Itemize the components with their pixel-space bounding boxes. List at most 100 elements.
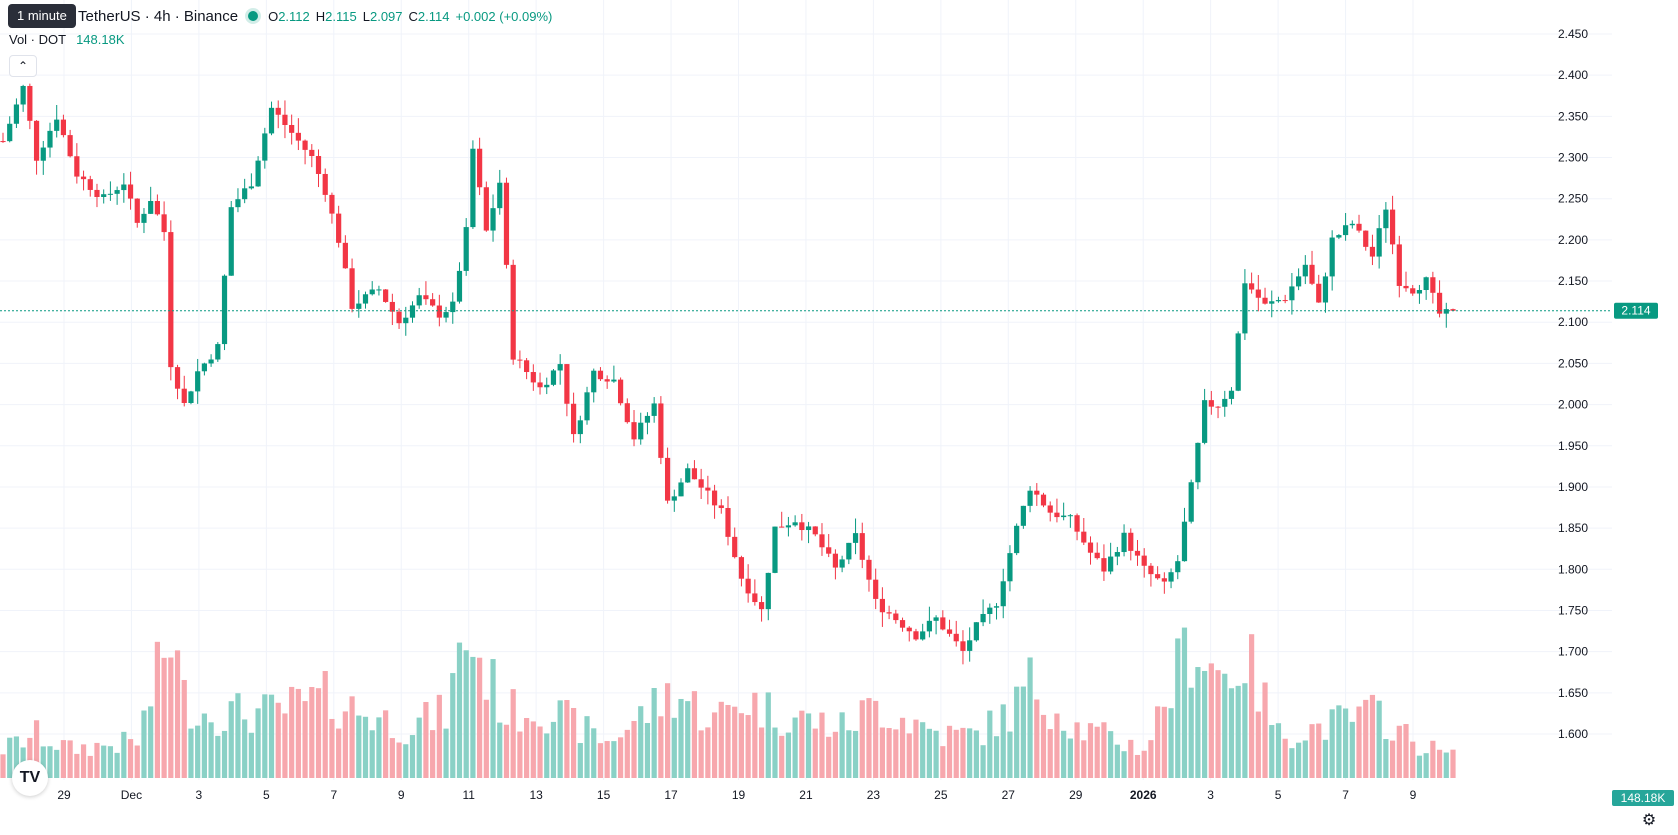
volume-bar <box>195 725 201 778</box>
candle <box>819 523 825 556</box>
volume-bar <box>920 722 926 778</box>
open-label: O <box>268 8 279 24</box>
price-candles <box>0 83 1456 665</box>
volume-bar <box>1249 634 1255 778</box>
volume-legend-label[interactable]: Vol · DOT <box>9 32 67 47</box>
time-tick-label: 7 <box>330 788 337 802</box>
candle-body <box>121 184 127 191</box>
candle <box>530 364 536 391</box>
candle <box>201 362 207 376</box>
candle-body <box>94 189 100 197</box>
volume-bar <box>1296 742 1302 778</box>
candle <box>1061 502 1067 521</box>
volume-bar <box>926 728 932 778</box>
volume-bar <box>1269 725 1275 778</box>
volume-bar <box>571 707 577 778</box>
candle <box>369 281 375 296</box>
candle-body <box>497 182 503 209</box>
collapse-legend-button[interactable]: ⌃ <box>9 55 37 77</box>
candle-body <box>1416 290 1423 294</box>
price-tick-label: 2.200 <box>1558 233 1588 247</box>
candle <box>973 622 979 642</box>
candle <box>1296 268 1302 291</box>
volume-bar <box>973 730 979 778</box>
volume-bar <box>1108 731 1114 778</box>
volume-bar <box>859 700 865 778</box>
open-value: 2.112 <box>278 8 310 24</box>
live-dot-icon <box>248 11 259 21</box>
candle <box>1027 486 1033 513</box>
candle-body <box>530 372 536 383</box>
candle <box>94 183 100 208</box>
candle-body <box>456 270 463 302</box>
volume-bar <box>537 726 543 778</box>
gear-icon[interactable]: ⚙ <box>1641 812 1657 829</box>
price-axis[interactable]: 2.450 2.400 2.350 2.300 2.250 2.200 2.150 2.100… <box>1558 27 1588 741</box>
candle-body <box>544 384 550 388</box>
volume-bar <box>967 728 973 778</box>
volume-bar <box>617 737 624 778</box>
volume-bar <box>1275 723 1282 778</box>
volume-bar <box>134 745 140 778</box>
volume-bar <box>933 730 939 778</box>
last-price-label: 2.114 <box>1621 304 1650 318</box>
candle <box>121 173 127 203</box>
candle <box>477 137 483 196</box>
candle <box>1054 498 1060 523</box>
tradingview-logo-icon[interactable]: TV <box>12 760 48 796</box>
candle <box>832 549 839 580</box>
time-tick-label: 15 <box>597 788 611 802</box>
volume-bar <box>262 694 268 778</box>
candle-body <box>416 295 422 306</box>
volume-bar <box>530 721 536 778</box>
candle-body <box>208 359 214 364</box>
candle <box>1235 331 1241 392</box>
candle <box>389 293 395 326</box>
candle-body <box>255 160 261 187</box>
low-label: L <box>362 8 370 24</box>
candle <box>758 596 765 622</box>
candle <box>772 526 778 574</box>
candle <box>792 515 798 527</box>
volume-bar <box>1121 751 1127 778</box>
candle <box>1249 272 1255 294</box>
candle <box>0 132 6 143</box>
candle-body <box>711 490 718 506</box>
time-axis[interactable]: 29 Dec 3 5 7 9 11 13 15 17 19 21 23 25 27 29 2026 3 5 7 9 <box>57 788 1416 802</box>
candle <box>624 398 630 424</box>
candle-body <box>772 526 778 573</box>
volume-bar <box>121 731 127 778</box>
volume-bar <box>1329 709 1335 778</box>
volume-bar <box>631 720 637 778</box>
volume-bar <box>376 717 382 778</box>
candle-body <box>799 522 805 531</box>
last-price-badge: 2.114 <box>1614 302 1658 319</box>
candle-body <box>1450 309 1456 311</box>
candle-body <box>1269 301 1275 304</box>
candle-body <box>148 201 154 214</box>
volume-bar <box>1168 708 1174 778</box>
candle <box>235 188 241 213</box>
volume-bar <box>1383 739 1389 778</box>
candle <box>349 258 355 313</box>
volume-bar <box>899 717 906 778</box>
volume-bar <box>638 706 644 778</box>
candle <box>181 375 187 407</box>
candle <box>1074 513 1080 541</box>
volume-bar <box>852 730 859 778</box>
candle <box>705 475 711 505</box>
volume-bar <box>342 711 348 778</box>
symbol-title[interactable]: TetherUS · 4h · Binance <box>78 7 239 25</box>
candle <box>926 606 932 638</box>
volume-legend-value: 148.18K <box>76 32 125 47</box>
candle-body <box>517 359 523 361</box>
volume-bar <box>1215 670 1221 778</box>
candle-body <box>879 598 885 613</box>
candle-body <box>644 415 651 423</box>
candle-body <box>564 364 570 404</box>
candle-body <box>1423 277 1429 291</box>
candle-body <box>839 559 845 568</box>
time-tick-label: 5 <box>1275 788 1282 802</box>
candle-body <box>329 194 335 214</box>
